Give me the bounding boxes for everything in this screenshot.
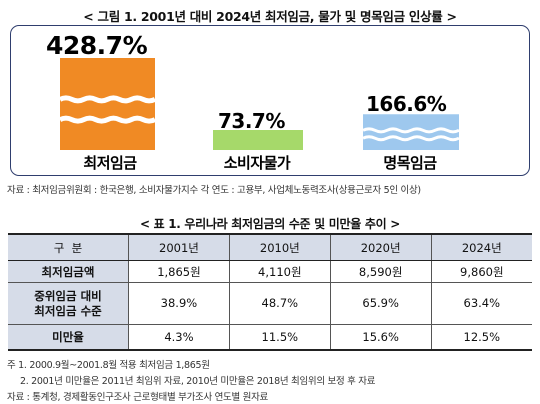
table-source: 자료 : 통계청, 경제활동인구조사 근로형태별 부가조사 연도별 원자료 [7,392,268,403]
table-cell: 15.6% [329,324,432,351]
category-label-consumer-price: 소비자물가 [223,154,291,172]
header-2020: 2020년 [329,233,432,261]
note-2: 2. 2001년 미만율은 2011년 최임위 자료, 2010년 미만율은 2… [20,376,376,387]
table-cell: 11.5% [228,324,331,351]
wage-increase-chart [58,58,460,150]
table-cell: 65.9% [329,282,432,325]
table-title: < 표 1. 우리나라 최저임금의 수준 및 미만율 추이 > [139,217,401,231]
row-label: 최저임금액 [8,260,130,283]
header-2024: 2024년 [430,233,532,261]
row-label-line1: 중위임금 대비 [34,288,102,303]
table-cell: 63.4% [430,282,532,325]
value-label-consumer-price: 73.7% [218,109,285,133]
row-label: 미만율 [8,324,130,351]
table-cell: 9,860원 [430,260,532,283]
bar-wave-decoration [58,115,157,124]
table-row-median-ratio: 중위임금 대비 최저임금 수준 38.9% 48.7% 65.9% 63.4% [8,282,532,325]
figure-source: 자료 : 최저임금위원회 : 한국은행, 소비자물가지수 각 연도 : 고용부,… [7,185,421,196]
header-2001: 2001년 [128,233,230,261]
table-cell: 48.7% [228,282,331,325]
table-cell: 38.9% [128,282,230,325]
bar-consumer-price [213,130,303,150]
value-label-minimum-wage: 428.7% [46,31,148,60]
table-cell: 1,865원 [128,260,230,283]
bar-minimum-wage [60,58,155,150]
value-label-nominal-wage: 166.6% [366,92,447,116]
table-row-noncompliance: 미만율 4.3% 11.5% 15.6% 12.5% [8,324,532,351]
bar-wave-decoration [58,95,157,104]
table-cell: 8,590원 [329,260,432,283]
header-2010: 2010년 [228,233,331,261]
figure-title: < 그림 1. 2001년 대비 2024년 최저임금, 물가 및 명목임금 인… [83,9,457,24]
table-header-row: 구 분 2001년 2010년 2020년 2024년 [8,233,532,261]
table-cell: 4.3% [128,324,230,351]
row-label-line2: 최저임금 수준 [34,303,102,318]
table-cell: 4,110원 [228,260,331,283]
table-row-minimum-wage: 최저임금액 1,865원 4,110원 8,590원 9,860원 [8,260,532,283]
minimum-wage-table: 구 분 2001년 2010년 2020년 2024년 최저임금액 1,865원… [8,233,532,351]
row-label: 중위임금 대비 최저임금 수준 [8,282,130,325]
category-label-nominal-wage: 명목임금 [383,154,437,172]
category-label-minimum-wage: 최저임금 [83,154,137,172]
header-category: 구 분 [8,233,130,261]
chart-frame [10,25,530,176]
note-1: 주 1. 2000.9월~2001.8월 적용 최저임금 1,865원 [7,360,210,371]
bar-wave-decoration [362,127,460,134]
table-cell: 12.5% [430,324,532,351]
bar-wave-decoration [362,135,460,142]
